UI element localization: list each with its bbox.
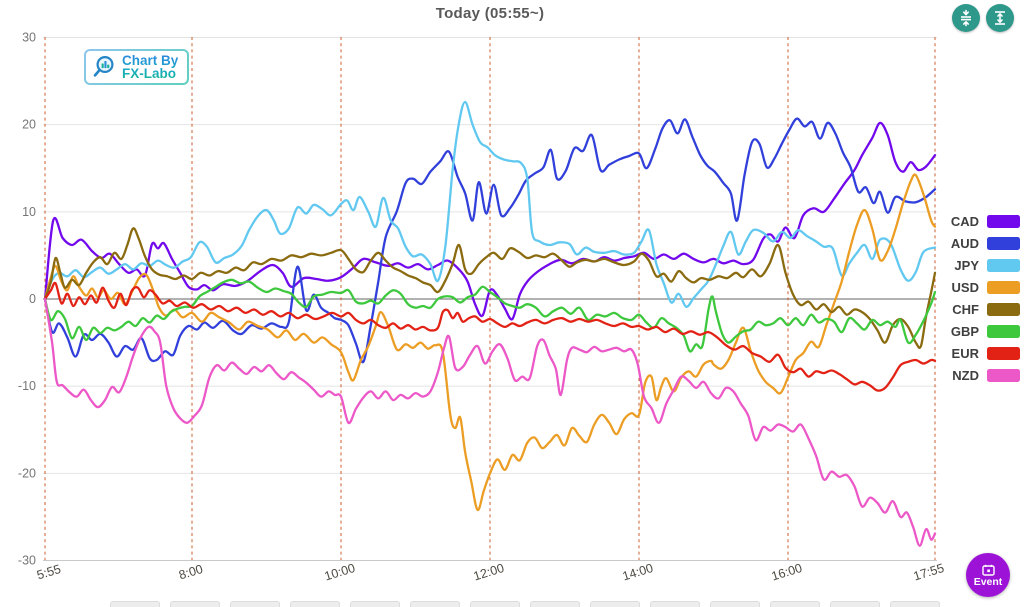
bottom-toolbar-button[interactable] [650, 601, 700, 607]
legend-swatch [987, 258, 1020, 272]
legend-item-chf[interactable]: CHF [951, 301, 1020, 317]
legend-swatch [987, 280, 1020, 294]
magnifier-chart-icon [91, 54, 117, 80]
bottom-toolbar-button[interactable] [830, 601, 880, 607]
calendar-icon [981, 564, 995, 576]
bottom-toolbar-button[interactable] [290, 601, 340, 607]
series-line-chf [43, 227, 937, 349]
y-tick-label: -30 [18, 554, 36, 568]
legend-label: CHF [952, 301, 979, 317]
bottom-toolbar-button[interactable] [350, 601, 400, 607]
bottom-toolbar-button[interactable] [530, 601, 580, 607]
event-button-label: Event [973, 575, 1003, 588]
y-tick-label: 10 [22, 205, 36, 219]
fx-labo-logo: Chart By FX-Labo [84, 49, 189, 85]
legend-item-aud[interactable]: AUD [950, 235, 1020, 251]
legend-label: JPY [954, 257, 979, 273]
legend-swatch [987, 346, 1020, 360]
legend-label: AUD [950, 235, 979, 251]
top-right-toolbar [952, 4, 1014, 32]
page-title: Today (05:55~) [435, 5, 545, 22]
x-tick-label: 14:00 [621, 561, 655, 584]
legend-item-jpy[interactable]: JPY [951, 257, 1020, 273]
bottom-toolbar [0, 600, 1024, 607]
x-tick-label: 8:00 [177, 562, 204, 583]
legend-swatch [987, 302, 1020, 316]
x-tick-label: 5:55 [35, 562, 62, 583]
x-tick-label: 10:00 [323, 561, 357, 584]
legend-item-eur[interactable]: EUR [951, 345, 1020, 361]
y-tick-label: -10 [18, 379, 36, 393]
legend-label: GBP [950, 323, 979, 339]
bottom-toolbar-button[interactable] [590, 601, 640, 607]
bottom-toolbar-button[interactable] [170, 601, 220, 607]
bottom-toolbar-button[interactable] [410, 601, 460, 607]
compress-vertical-button[interactable] [952, 4, 980, 32]
series-line-jpy [43, 100, 937, 308]
compress-vertical-icon [961, 9, 971, 27]
bottom-toolbar-button[interactable] [890, 601, 940, 607]
expand-vertical-icon [995, 11, 1005, 25]
bottom-toolbar-button[interactable] [230, 601, 280, 607]
legend-swatch [987, 236, 1020, 250]
legend: CAD AUD JPY USD CHF GBP EUR NZD [950, 213, 1020, 383]
y-tick-label: 30 [22, 31, 36, 45]
legend-swatch [987, 214, 1020, 228]
series-line-cad [43, 121, 937, 321]
expand-vertical-button[interactable] [986, 4, 1014, 32]
x-tick-label: 16:00 [770, 561, 804, 584]
legend-item-cad[interactable]: CAD [950, 213, 1020, 229]
y-tick-label: -20 [18, 466, 36, 480]
chart-series [43, 100, 937, 547]
series-line-eur [43, 281, 937, 392]
x-tick-label: 12:00 [472, 561, 506, 584]
series-line-usd [43, 173, 937, 512]
legend-label: CAD [950, 213, 979, 229]
event-button[interactable]: Event [966, 553, 1010, 597]
x-tick-label: 17:55 [912, 561, 946, 584]
bottom-toolbar-button[interactable] [110, 601, 160, 607]
bottom-toolbar-button[interactable] [470, 601, 520, 607]
legend-label: EUR [951, 345, 979, 361]
chart-grid [43, 36, 937, 562]
y-tick-label: 0 [29, 292, 36, 306]
legend-item-nzd[interactable]: NZD [951, 367, 1020, 383]
legend-swatch [987, 368, 1020, 382]
series-line-nzd [43, 297, 937, 547]
legend-label: USD [951, 279, 979, 295]
series-line-gbp [43, 278, 937, 353]
legend-item-usd[interactable]: USD [951, 279, 1020, 295]
legend-swatch [987, 324, 1020, 338]
legend-label: NZD [952, 367, 979, 383]
bottom-toolbar-button[interactable] [770, 601, 820, 607]
bottom-toolbar-button[interactable] [710, 601, 760, 607]
legend-item-gbp[interactable]: GBP [950, 323, 1020, 339]
y-tick-label: 20 [22, 118, 36, 132]
series-line-aud [43, 117, 937, 364]
